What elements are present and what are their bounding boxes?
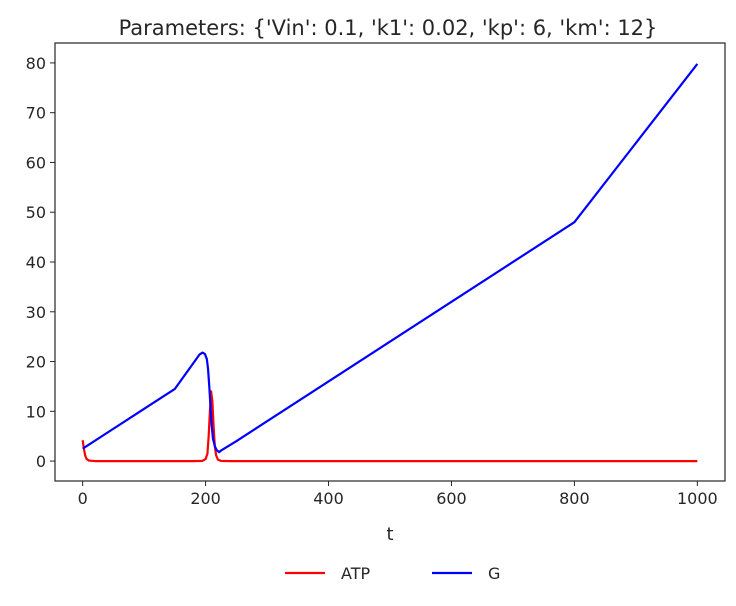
series-line-g <box>82 63 699 454</box>
x-tick-label: 1000 <box>677 489 718 508</box>
x-tick-label: 400 <box>313 489 344 508</box>
y-tick-label: 50 <box>26 203 46 222</box>
x-axis-label: t <box>386 524 393 545</box>
y-tick-label: 30 <box>26 303 46 322</box>
legend: ATP G <box>285 564 500 583</box>
plot-area <box>81 63 699 463</box>
legend-label-atp: ATP <box>341 564 370 583</box>
chart-title: Parameters: {'Vin': 0.1, 'k1': 0.02, 'kp… <box>119 16 658 40</box>
y-tick-label: 60 <box>26 153 46 172</box>
series-line-atp <box>81 390 698 463</box>
x-tick-label: 200 <box>190 489 221 508</box>
y-tick-label: 20 <box>26 353 46 372</box>
y-tick-label: 80 <box>26 54 46 73</box>
x-axis: 0 200 400 600 800 1000 <box>78 481 718 508</box>
legend-label-g: G <box>488 564 500 583</box>
x-tick-label: 800 <box>559 489 590 508</box>
y-axis: 0 10 20 30 40 50 60 70 80 <box>26 54 55 471</box>
y-tick-label: 10 <box>26 402 46 421</box>
plot-frame <box>54 42 726 482</box>
y-tick-label: 40 <box>26 253 46 272</box>
y-tick-label: 70 <box>26 104 46 123</box>
x-tick-label: 600 <box>436 489 467 508</box>
x-tick-label: 0 <box>78 489 88 508</box>
y-tick-label: 0 <box>36 452 46 471</box>
